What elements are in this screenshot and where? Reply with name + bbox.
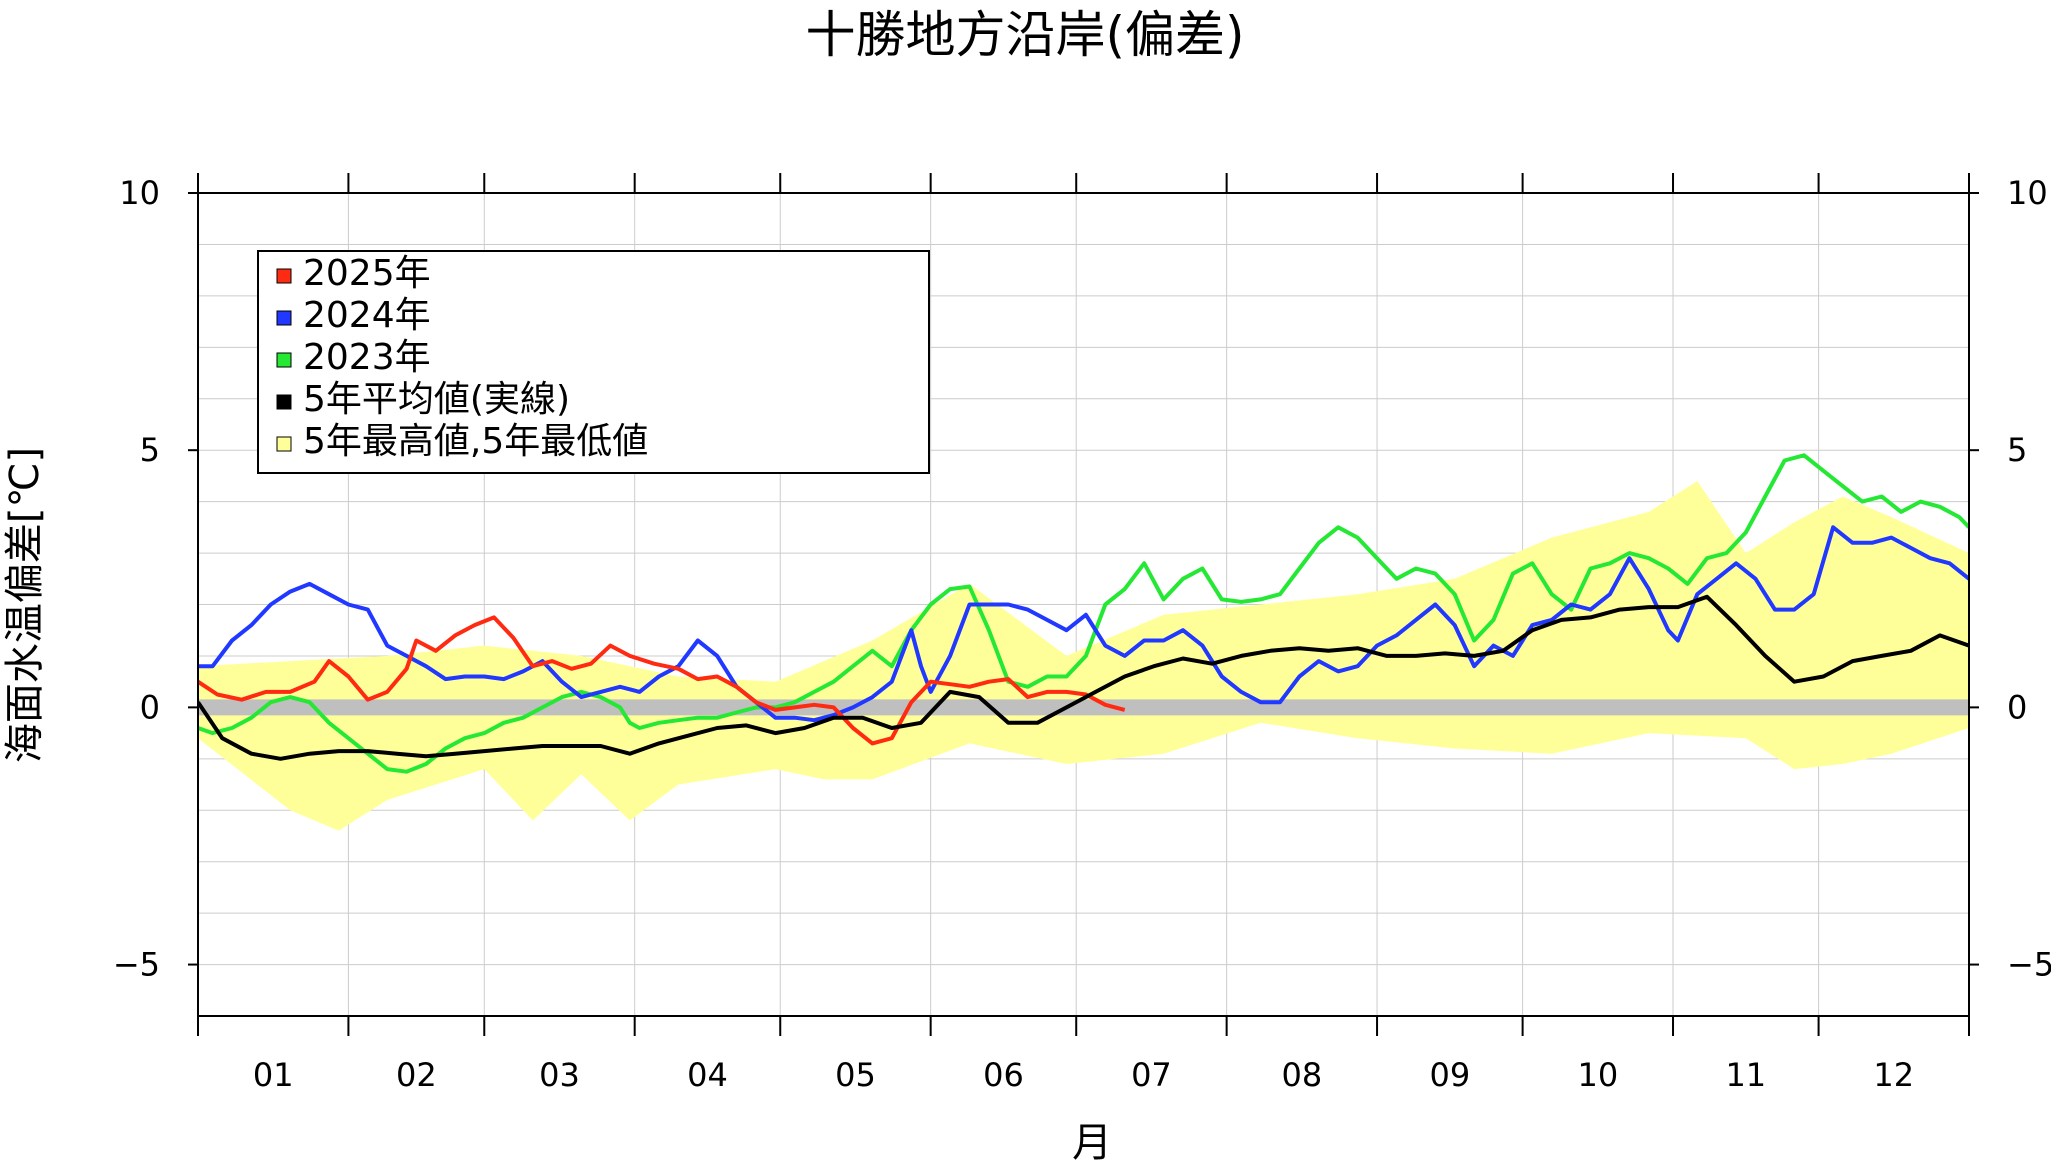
series-line-4 — [198, 594, 1969, 761]
legend-label: 5年最高値,5年最低値 — [303, 421, 648, 462]
plot-frame — [197, 192, 1970, 1017]
legend-swatch — [276, 436, 292, 452]
x-tick-label: 07 — [1131, 1056, 1172, 1094]
x-tick-label: 09 — [1429, 1056, 1470, 1094]
x-tick-label: 11 — [1725, 1056, 1766, 1094]
legend-label: 5年平均値(実線) — [303, 379, 570, 420]
y-tick-label-right: 10 — [2007, 174, 2048, 212]
legend-swatch — [276, 310, 292, 326]
x-tick-label: 06 — [983, 1056, 1024, 1094]
legend-swatch — [276, 352, 292, 368]
y-tick-label-right: 0 — [2007, 688, 2027, 726]
x-tick-label: 05 — [835, 1056, 876, 1094]
x-tick-label: 03 — [539, 1056, 580, 1094]
x-tick-label: 04 — [687, 1056, 728, 1094]
y-tick-label: 10 — [119, 174, 160, 212]
legend-label: 2023年 — [303, 337, 431, 378]
x-tick-label: 01 — [253, 1056, 294, 1094]
y-tick-label: 5 — [140, 431, 160, 469]
legend-label: 2024年 — [303, 295, 431, 336]
series-line-1 — [198, 615, 1126, 746]
legend-box — [257, 250, 930, 474]
x-tick-label: 08 — [1281, 1056, 1322, 1094]
x-tick-label: 12 — [1873, 1056, 1914, 1094]
legend-label: 2025年 — [303, 253, 431, 294]
y-tick-label-right: 5 — [2007, 431, 2027, 469]
legend-swatch — [276, 394, 292, 410]
legend-swatch — [276, 268, 292, 284]
y-axis-label: 海面水温偏差[℃] — [2, 447, 48, 763]
y-tick-label: −5 — [113, 946, 160, 984]
x-tick-label: 02 — [396, 1056, 437, 1094]
x-tick-label: 10 — [1577, 1056, 1618, 1094]
series-line-2 — [198, 525, 1969, 723]
y-tick-label-right: −5 — [2007, 946, 2051, 984]
x-axis-label: 月 — [1072, 1120, 1112, 1166]
series-line-3 — [198, 453, 1969, 774]
chart-title: 十勝地方沿岸(偏差) — [805, 6, 1244, 64]
y-tick-label: 0 — [140, 688, 160, 726]
series-layer — [198, 453, 1969, 774]
